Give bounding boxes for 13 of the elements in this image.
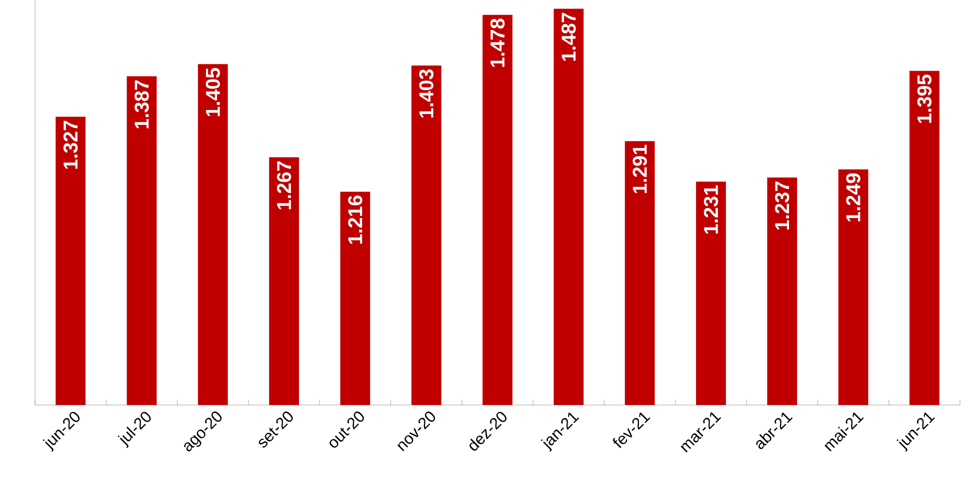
data-label: 1.403 (419, 69, 434, 118)
data-label: 1.478 (490, 18, 505, 67)
data-label: 1.487 (562, 12, 576, 61)
data-label: 1.249 (846, 173, 860, 222)
data-label: 1.237 (775, 182, 790, 230)
data-label: 1.405 (206, 68, 220, 116)
data-label: 1.395 (917, 74, 932, 123)
data-label: 1.327 (63, 120, 78, 169)
data-label: 1.291 (632, 144, 647, 194)
data-label: 1.267 (276, 161, 292, 210)
data-label: 1.387 (134, 80, 149, 128)
data-label: 1.231 (704, 185, 718, 234)
data-label: 1.216 (348, 196, 362, 244)
